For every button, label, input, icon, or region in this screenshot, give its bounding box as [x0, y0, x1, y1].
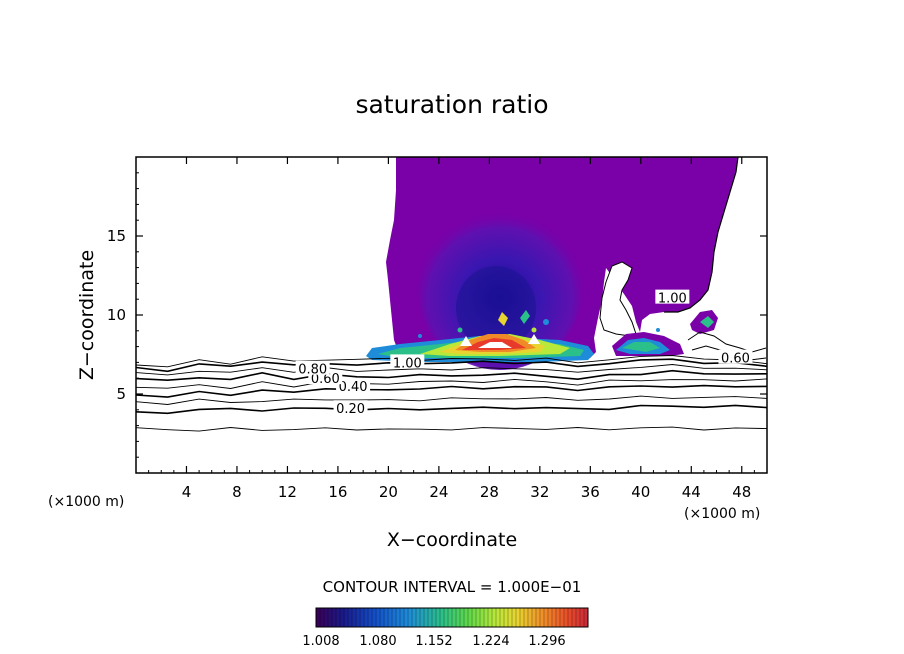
contour-line [136, 369, 767, 382]
x-tick-label: 40 [631, 483, 650, 501]
contour-label: 0.60 [311, 372, 340, 387]
contour-label: 0.80 [298, 363, 327, 378]
x-tick-label: 36 [581, 483, 600, 501]
plot-area: 0.200.400.600.80 1.001.000.60 [135, 156, 768, 474]
colorbar-ticks: 1.008 1.080 1.152 1.224 1.296 [302, 634, 565, 649]
contour-label-bg [333, 400, 368, 415]
anvil-outline [664, 157, 739, 313]
x-tick-label: 32 [530, 483, 549, 501]
contour-lines [136, 355, 767, 432]
contour-line [136, 355, 767, 368]
contour-line [136, 378, 767, 389]
y-tick-label: 5 [116, 385, 126, 403]
x-tick-label: 44 [682, 483, 701, 501]
anvil-gap [599, 261, 637, 337]
contour-line [136, 404, 767, 415]
y-tick-label: 15 [107, 227, 126, 245]
contour-labels: 0.200.400.600.80 1.001.000.60 [295, 289, 753, 417]
x-tick-label: 4 [182, 483, 192, 501]
contour-label: 0.20 [336, 402, 365, 417]
contour-line [136, 384, 767, 398]
x-axis: 4 8 12 16 20 24 28 32 36 40 44 48 [148, 157, 755, 501]
cloud-core-inner [456, 266, 536, 350]
contour-line [136, 358, 767, 373]
contour-label: 0.60 [721, 352, 750, 367]
x-tick-label: 12 [278, 483, 297, 501]
y-unit-label: (×1000 m) [48, 494, 124, 510]
colorbar-frame [315, 607, 589, 628]
contour-label: 1.00 [393, 356, 422, 371]
y-axis-label: Z−coordinate [76, 250, 98, 380]
contour-line [136, 395, 767, 405]
cloud-base-band [366, 310, 594, 362]
contour-label: 0.40 [339, 380, 368, 395]
contour-label-bg [336, 378, 371, 393]
x-unit-label: (×1000 m) [684, 506, 760, 522]
x-tick-label: 48 [732, 483, 751, 501]
x-axis-label: X−coordinate [387, 529, 517, 551]
contour-label: 1.00 [658, 292, 687, 307]
x-tick-label: 28 [480, 483, 499, 501]
colorbar-tick-label: 1.080 [359, 634, 396, 649]
x-tick-label: 8 [232, 483, 242, 501]
x-tick-label: 16 [328, 483, 347, 501]
y-axis: 5 10 15 [107, 172, 767, 458]
colorbar-tick-label: 1.296 [528, 634, 565, 649]
contour-label-bg [295, 360, 330, 375]
colorbar-stripes [315, 608, 585, 627]
colorbar: 1.008 1.080 1.152 1.224 1.296 [302, 607, 589, 649]
chart-title: saturation ratio [355, 90, 548, 119]
x-tick-label: 20 [379, 483, 398, 501]
colorbar-tick-label: 1.152 [415, 634, 452, 649]
colorbar-tick-label: 1.008 [302, 634, 339, 649]
x-tick-label: 24 [429, 483, 448, 501]
contour-label-bg [390, 354, 425, 369]
contour-label-bg [718, 349, 753, 364]
contour-interval-note: CONTOUR INTERVAL = 1.000E−01 [323, 578, 582, 596]
colorbar-tick-label: 1.224 [472, 634, 509, 649]
y-tick-label: 10 [107, 306, 126, 324]
contour-label-bg [655, 289, 690, 304]
contour-line [136, 426, 767, 432]
cloud-right-patch [612, 310, 718, 356]
contour-line [136, 364, 767, 376]
